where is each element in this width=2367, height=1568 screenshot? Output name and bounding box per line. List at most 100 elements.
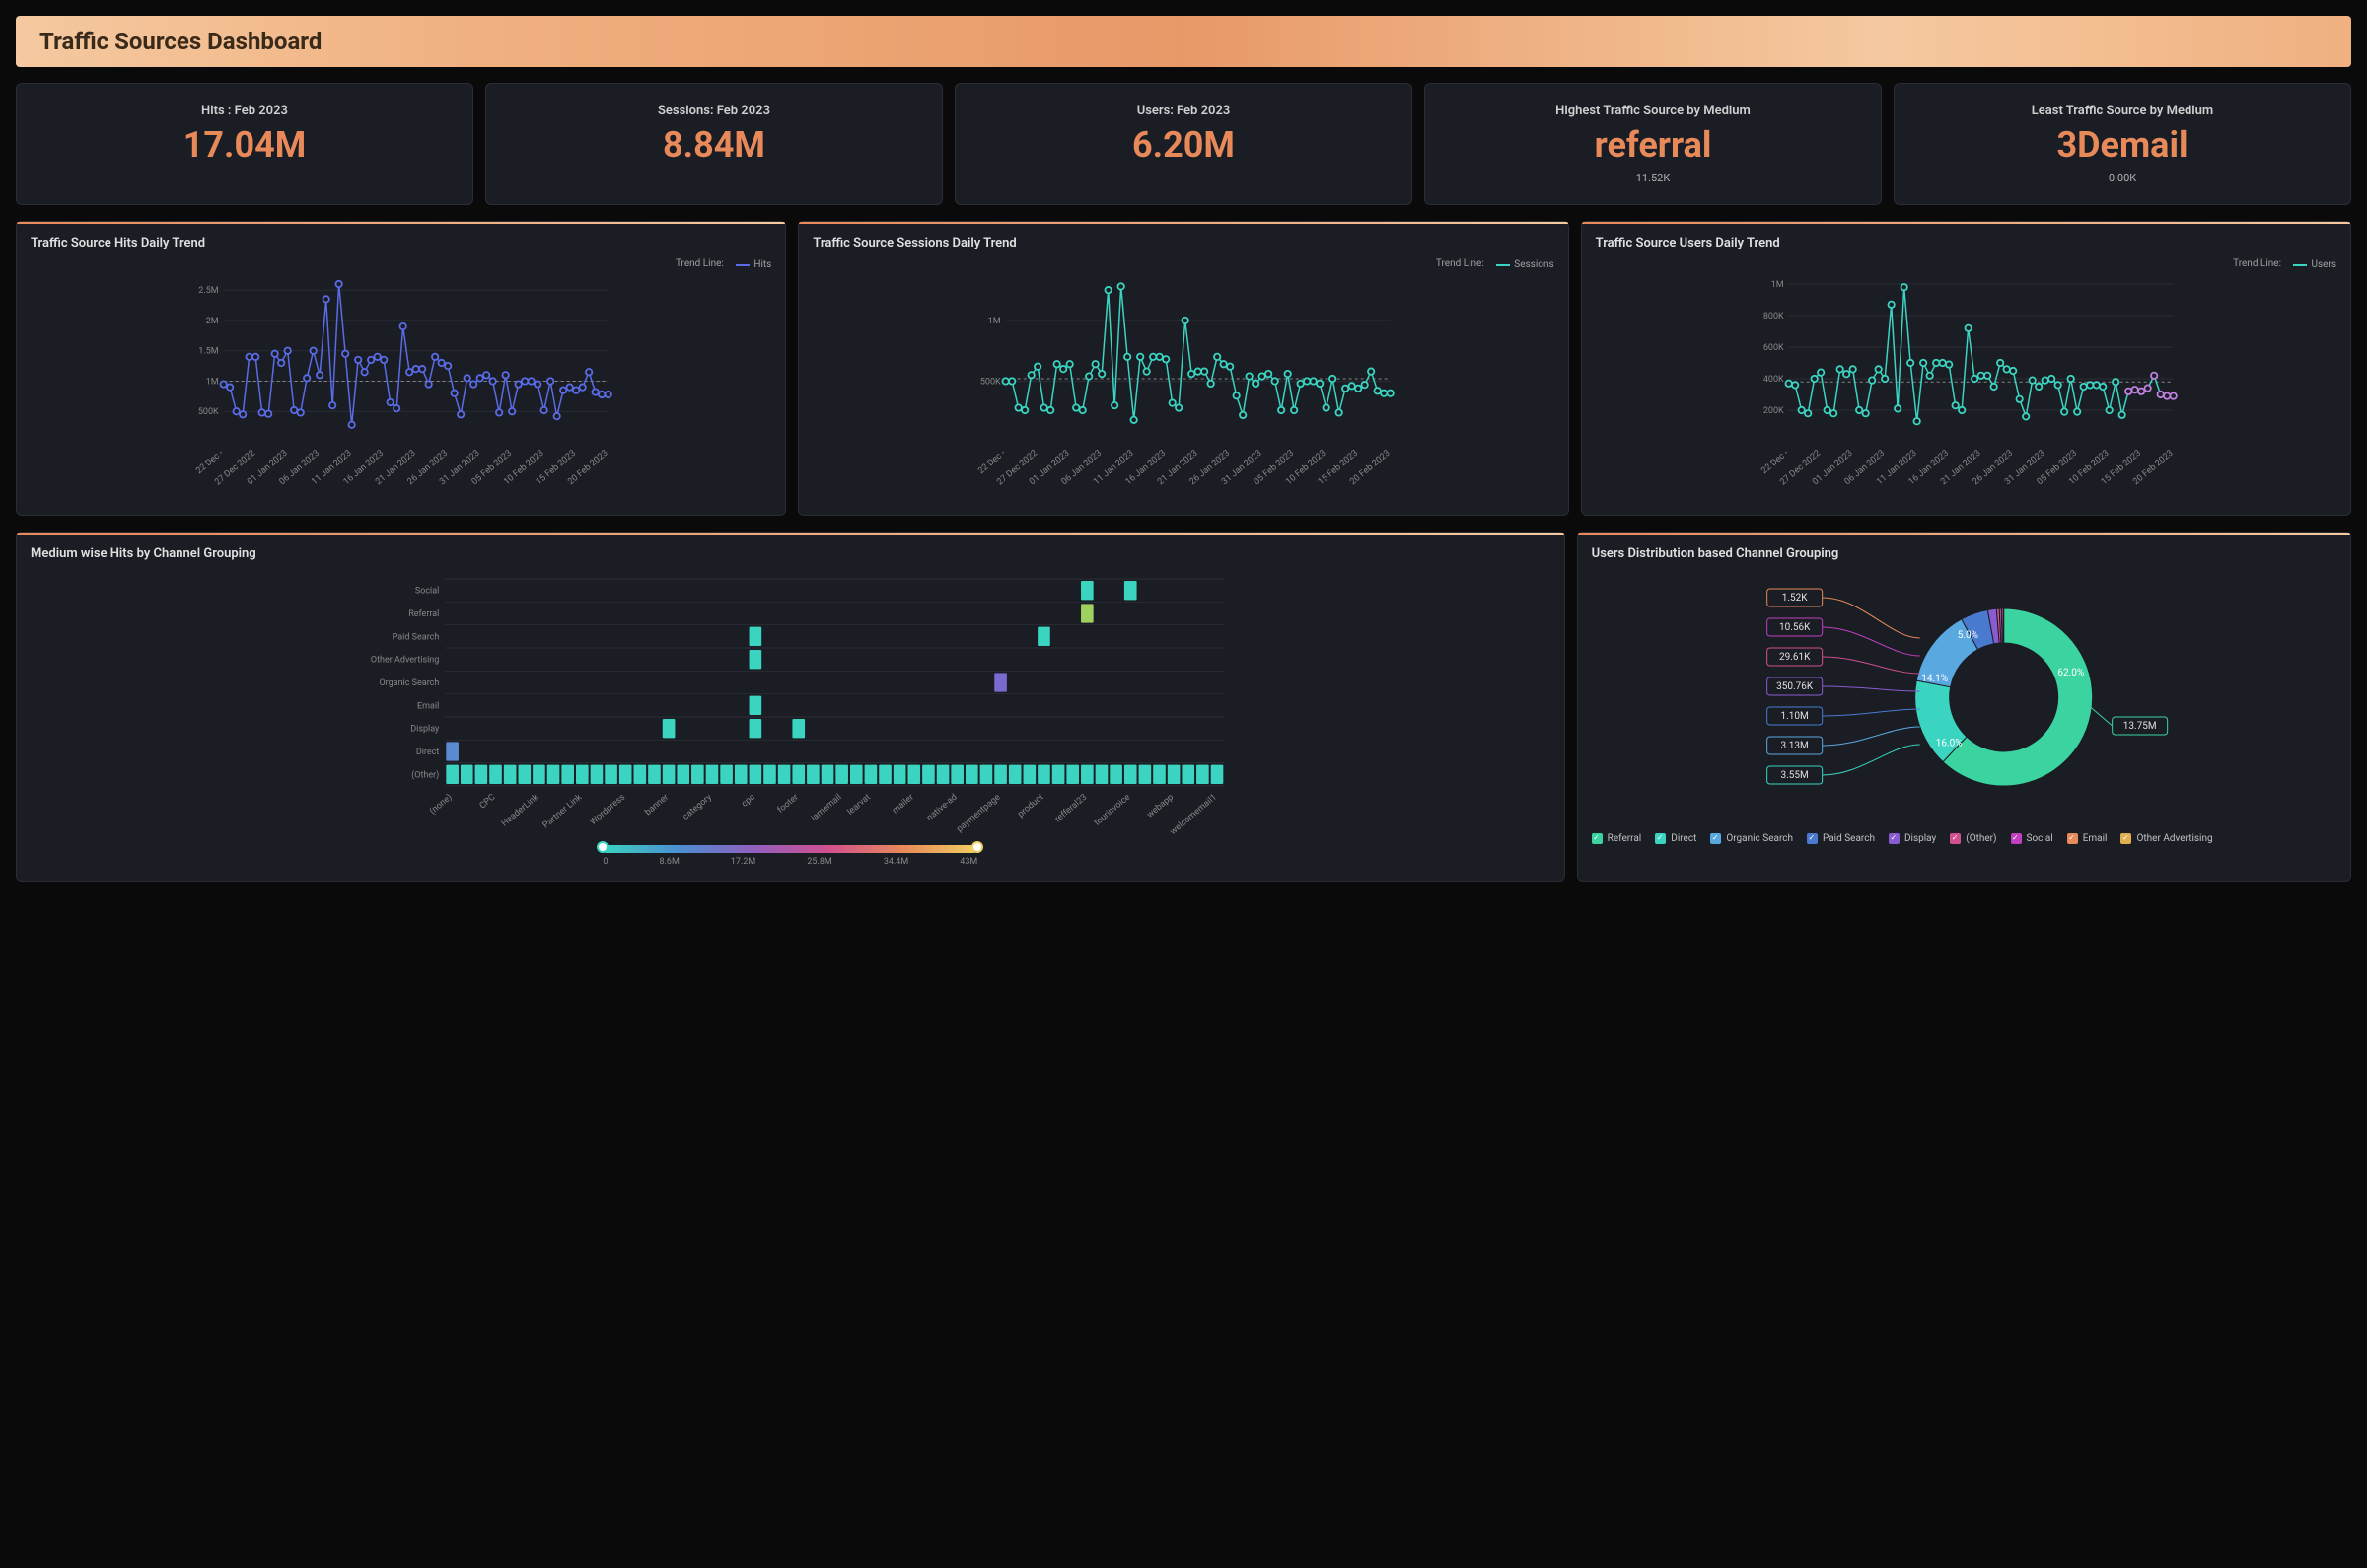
svg-text:2.5M: 2.5M <box>198 286 218 296</box>
legend-label: Trend Line: <box>2233 258 2281 269</box>
svg-text:banner: banner <box>643 793 671 818</box>
chart-title: Users Distribution based Channel Groupin… <box>1592 546 2336 561</box>
legend-series: Sessions <box>1514 259 1553 270</box>
legend-item[interactable]: Referral <box>1592 833 1642 844</box>
chart-title: Traffic Source Hits Daily Trend <box>31 236 771 250</box>
legend-item[interactable]: Organic Search <box>1710 833 1793 844</box>
svg-text:paymentpage: paymentpage <box>955 793 1002 835</box>
svg-text:3.13M: 3.13M <box>1780 741 1808 751</box>
gradient-labels: 0 8.6M 17.2M 25.8M 34.4M 43M <box>603 857 977 867</box>
svg-text:3.55M: 3.55M <box>1780 770 1808 781</box>
legend-item[interactable]: Direct <box>1655 833 1696 844</box>
svg-text:Referral: Referral <box>408 609 439 619</box>
trend-chart-svg: 500K1M1.5M2M2.5M22 Dec -27 Dec 202201 Ja… <box>31 274 771 501</box>
svg-text:16.0%: 16.0% <box>1935 739 1962 749</box>
svg-text:learvat: learvat <box>846 793 873 818</box>
legend-label: Trend Line: <box>676 258 724 269</box>
svg-text:800K: 800K <box>1762 312 1783 321</box>
legend-label: Direct <box>1671 833 1696 844</box>
kpi-label: Least Traffic Source by Medium <box>1906 104 2338 118</box>
legend-label: Other Advertising <box>2136 833 2212 844</box>
kpi-row: Hits : Feb 2023 17.04M Sessions: Feb 202… <box>16 83 2351 205</box>
svg-text:600K: 600K <box>1762 343 1783 353</box>
svg-text:1.52K: 1.52K <box>1781 593 1807 604</box>
legend-item[interactable]: Other Advertising <box>2120 833 2212 844</box>
svg-text:200K: 200K <box>1762 406 1783 416</box>
donut-legend: Referral Direct Organic Search Paid Search D… <box>1592 833 2336 844</box>
chart-donut: Users Distribution based Channel Groupin… <box>1577 532 2351 882</box>
svg-text:tourinvoice: tourinvoice <box>1093 793 1133 828</box>
svg-text:HeaderLink: HeaderLink <box>500 792 541 828</box>
chart-legend: Trend Line: Hits <box>31 258 771 271</box>
legend-swatch <box>1655 833 1666 844</box>
kpi-sessions: Sessions: Feb 2023 8.84M <box>485 83 943 205</box>
legend-swatch <box>1710 833 1721 844</box>
legend-label: Email <box>2083 833 2108 844</box>
kpi-users: Users: Feb 2023 6.20M <box>955 83 1412 205</box>
legend-swatch <box>1889 833 1900 844</box>
grad-label: 43M <box>960 857 977 867</box>
grad-label: 0 <box>603 857 608 867</box>
svg-text:refferal23: refferal23 <box>1053 793 1089 825</box>
page-title: Traffic Sources Dashboard <box>39 28 2328 55</box>
svg-text:Partner Link: Partner Link <box>541 792 585 830</box>
svg-text:1.10M: 1.10M <box>1780 711 1808 722</box>
svg-text:iamemail: iamemail <box>810 793 844 823</box>
svg-text:29.61K: 29.61K <box>1779 652 1811 663</box>
svg-text:22 Dec -: 22 Dec - <box>194 448 226 476</box>
svg-text:native-ad: native-ad <box>925 793 959 823</box>
legend-item[interactable]: (Other) <box>1950 833 1996 844</box>
svg-text:1.5M: 1.5M <box>198 347 218 357</box>
legend-label: Organic Search <box>1726 833 1793 844</box>
svg-text:cpc: cpc <box>740 793 757 810</box>
gradient-knob-left[interactable] <box>597 841 609 853</box>
kpi-hits: Hits : Feb 2023 17.04M <box>16 83 473 205</box>
svg-text:footer: footer <box>776 793 801 816</box>
kpi-highest-source: Highest Traffic Source by Medium referra… <box>1424 83 1882 205</box>
chart-users-trend: Traffic Source Users Daily Trend Trend L… <box>1581 221 2351 517</box>
svg-text:350.76K: 350.76K <box>1776 681 1814 692</box>
grad-label: 8.6M <box>659 857 679 867</box>
svg-text:1M: 1M <box>1770 280 1783 290</box>
svg-text:10.56K: 10.56K <box>1779 622 1811 633</box>
legend-swatch <box>2067 833 2078 844</box>
gradient-knob-right[interactable] <box>971 841 983 853</box>
svg-text:500K: 500K <box>980 378 1001 388</box>
svg-text:Direct: Direct <box>416 748 440 757</box>
legend-swatch <box>1950 833 1961 844</box>
legend-item[interactable]: Display <box>1889 833 1936 844</box>
kpi-sub: 0.00K <box>1906 172 2338 184</box>
legend-swatch <box>2293 264 2307 266</box>
legend-series: Users <box>2311 259 2336 270</box>
chart-heatmap: Medium wise Hits by Channel Grouping Soc… <box>16 532 1565 882</box>
svg-text:14.1%: 14.1% <box>1921 674 1948 684</box>
svg-text:welcomemail1: welcomemail1 <box>1169 793 1219 837</box>
chart-title: Traffic Source Users Daily Trend <box>1596 236 2336 250</box>
legend-swatch <box>1592 833 1603 844</box>
legend-swatch <box>736 264 750 266</box>
svg-text:5.0%: 5.0% <box>1957 630 1977 641</box>
gradient-scale[interactable] <box>603 845 977 853</box>
trend-charts-row: Traffic Source Hits Daily Trend Trend Li… <box>16 221 2351 517</box>
bottom-charts-row: Medium wise Hits by Channel Grouping Soc… <box>16 532 2351 882</box>
svg-text:product: product <box>1016 793 1045 820</box>
svg-text:Paid Search: Paid Search <box>393 632 440 642</box>
svg-text:Social: Social <box>415 587 439 597</box>
svg-text:webapp: webapp <box>1145 793 1176 820</box>
legend-swatch <box>2011 833 2022 844</box>
kpi-label: Sessions: Feb 2023 <box>498 104 930 118</box>
legend-label: (Other) <box>1966 833 1996 844</box>
donut-svg: 62.0%16.0%14.1%5.0%1.52K10.56K29.61K350.… <box>1592 569 2336 825</box>
svg-text:400K: 400K <box>1762 375 1783 385</box>
svg-text:Organic Search: Organic Search <box>379 678 439 688</box>
trend-chart-svg: 200K400K600K800K1M22 Dec -27 Dec 202201 … <box>1596 274 2336 501</box>
svg-text:Wordpress: Wordpress <box>589 793 628 828</box>
kpi-least-source: Least Traffic Source by Medium 3Demail 0… <box>1894 83 2351 205</box>
kpi-label: Users: Feb 2023 <box>968 104 1399 118</box>
svg-text:1M: 1M <box>206 378 219 388</box>
legend-item[interactable]: Social <box>2011 833 2053 844</box>
svg-text:category: category <box>681 792 715 822</box>
legend-item[interactable]: Paid Search <box>1807 833 1875 844</box>
legend-item[interactable]: Email <box>2067 833 2108 844</box>
kpi-value: 3Demail <box>1906 126 2338 166</box>
